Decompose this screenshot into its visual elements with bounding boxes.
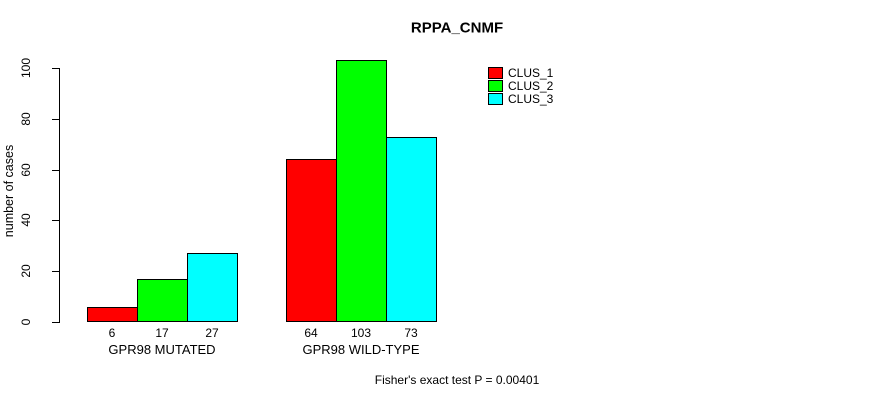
y-tick-mark bbox=[52, 170, 59, 171]
fisher-test-annotation: Fisher's exact test P = 0.00401 bbox=[374, 373, 540, 387]
bar-value-label: 17 bbox=[155, 326, 169, 340]
y-axis-label: number of cases bbox=[2, 144, 16, 238]
legend-label: CLUS_2 bbox=[508, 78, 554, 93]
y-tick-label: 0 bbox=[19, 318, 33, 326]
y-axis-line bbox=[59, 68, 60, 323]
y-tick-label: 80 bbox=[19, 112, 33, 126]
y-tick-mark bbox=[52, 119, 59, 120]
bar-value-label: 27 bbox=[205, 326, 219, 340]
y-tick-label: 40 bbox=[19, 213, 33, 227]
bar-value-label: 103 bbox=[350, 326, 372, 340]
y-tick-label: 100 bbox=[19, 57, 33, 79]
bar-clus_1 bbox=[87, 307, 138, 322]
bar-value-label: 73 bbox=[404, 326, 418, 340]
legend: CLUS_1 CLUS_2 CLUS_3 bbox=[488, 65, 554, 106]
bar-clus_1 bbox=[286, 159, 337, 322]
legend-item: CLUS_1 bbox=[488, 65, 554, 80]
chart-title: RPPA_CNMF bbox=[410, 19, 504, 37]
legend-item: CLUS_2 bbox=[488, 78, 554, 93]
y-tick-mark bbox=[52, 68, 59, 69]
legend-color-swatch bbox=[488, 92, 503, 105]
category-label: GPR98 WILD-TYPE bbox=[302, 342, 420, 357]
legend-label: CLUS_3 bbox=[508, 91, 554, 106]
legend-color-swatch bbox=[488, 66, 503, 79]
legend-color-swatch bbox=[488, 79, 503, 92]
bar-clus_2 bbox=[336, 60, 387, 322]
y-tick-mark bbox=[52, 271, 59, 272]
y-tick-mark bbox=[52, 220, 59, 221]
bar-clus_3 bbox=[386, 137, 437, 322]
bar-value-label: 6 bbox=[108, 326, 116, 340]
y-tick-label: 60 bbox=[19, 163, 33, 177]
legend-item: CLUS_3 bbox=[488, 91, 554, 106]
legend-label: CLUS_1 bbox=[508, 65, 554, 80]
y-tick-label: 20 bbox=[19, 264, 33, 278]
category-label: GPR98 MUTATED bbox=[108, 342, 216, 357]
y-tick-mark bbox=[52, 322, 59, 323]
bar-clus_3 bbox=[187, 253, 238, 322]
bar-value-label: 64 bbox=[304, 326, 318, 340]
bar-clus_2 bbox=[137, 279, 188, 322]
